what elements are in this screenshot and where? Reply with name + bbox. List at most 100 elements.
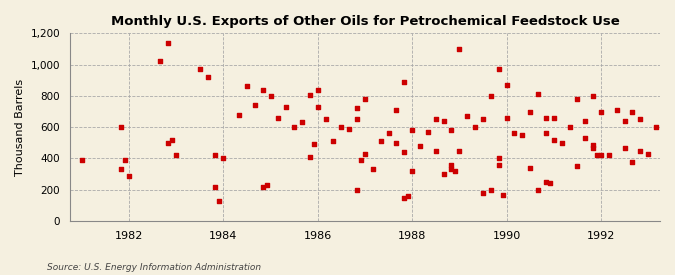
Point: [450, 169, 461, 173]
Point: [635, 148, 646, 153]
Text: Source: U.S. Energy Information Administration: Source: U.S. Energy Information Administ…: [47, 263, 261, 272]
Point: [360, 97, 371, 101]
Point: [524, 166, 535, 170]
Point: [352, 106, 362, 111]
Point: [572, 97, 583, 101]
Point: [163, 141, 173, 145]
Point: [619, 119, 630, 123]
Point: [261, 183, 272, 187]
Point: [595, 153, 606, 158]
Point: [336, 125, 347, 129]
Point: [603, 153, 614, 158]
Point: [407, 128, 418, 133]
Point: [308, 142, 319, 147]
Point: [210, 185, 221, 189]
Point: [423, 130, 433, 134]
Point: [320, 117, 331, 122]
Point: [517, 133, 528, 137]
Point: [580, 119, 591, 123]
Point: [493, 163, 504, 167]
Point: [313, 105, 323, 109]
Point: [454, 148, 465, 153]
Point: [265, 94, 276, 98]
Point: [612, 108, 622, 112]
Point: [548, 116, 559, 120]
Point: [124, 174, 134, 178]
Point: [470, 125, 481, 129]
Point: [674, 172, 675, 176]
Point: [210, 152, 221, 157]
Point: [619, 145, 630, 150]
Point: [242, 84, 252, 88]
Point: [592, 153, 603, 158]
Point: [304, 155, 315, 159]
Point: [588, 145, 599, 150]
Point: [407, 169, 418, 173]
Point: [509, 131, 520, 136]
Point: [76, 158, 87, 162]
Title: Monthly U.S. Exports of Other Oils for Petrochemical Feedstock Use: Monthly U.S. Exports of Other Oils for P…: [111, 15, 620, 28]
Point: [501, 116, 512, 120]
Point: [431, 117, 441, 122]
Point: [548, 138, 559, 142]
Point: [485, 94, 496, 98]
Point: [431, 148, 441, 153]
Point: [356, 158, 367, 162]
Point: [115, 125, 126, 129]
Point: [218, 156, 229, 161]
Point: [627, 160, 638, 164]
Point: [556, 141, 567, 145]
Point: [438, 119, 449, 123]
Point: [564, 125, 575, 129]
Point: [249, 103, 260, 108]
Point: [572, 164, 583, 169]
Point: [234, 112, 244, 117]
Point: [595, 109, 606, 114]
Point: [454, 47, 465, 51]
Point: [545, 181, 556, 186]
Point: [257, 87, 268, 92]
Point: [666, 119, 675, 123]
Point: [296, 120, 307, 125]
Point: [328, 139, 339, 144]
Point: [391, 108, 402, 112]
Point: [493, 67, 504, 72]
Point: [289, 125, 300, 129]
Point: [313, 87, 323, 92]
Point: [367, 167, 378, 172]
Point: [446, 128, 457, 133]
Point: [674, 133, 675, 137]
Point: [643, 152, 653, 156]
Point: [163, 40, 173, 45]
Point: [541, 116, 551, 120]
Point: [167, 138, 178, 142]
Point: [155, 59, 166, 63]
Point: [194, 67, 205, 72]
Point: [119, 158, 130, 162]
Point: [375, 139, 386, 144]
Point: [446, 167, 457, 172]
Point: [281, 105, 292, 109]
Point: [273, 116, 284, 120]
Point: [171, 153, 182, 158]
Point: [360, 152, 371, 156]
Point: [588, 94, 599, 98]
Point: [588, 143, 599, 147]
Point: [533, 92, 543, 97]
Point: [391, 141, 402, 145]
Point: [478, 117, 489, 122]
Point: [541, 180, 551, 184]
Point: [115, 167, 126, 172]
Point: [524, 109, 535, 114]
Point: [399, 150, 410, 154]
Point: [497, 193, 508, 197]
Point: [501, 83, 512, 87]
Point: [462, 114, 472, 119]
Point: [344, 126, 354, 131]
Point: [627, 109, 638, 114]
Point: [446, 163, 457, 167]
Point: [438, 172, 449, 176]
Point: [541, 131, 551, 136]
Point: [659, 128, 670, 133]
Point: [414, 144, 425, 148]
